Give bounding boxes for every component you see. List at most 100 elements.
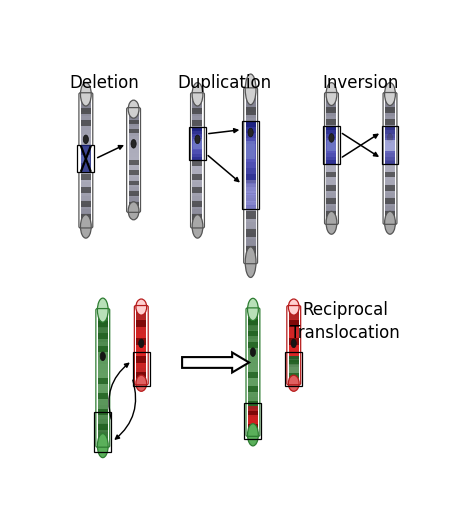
Bar: [81, 191, 91, 196]
Bar: [192, 178, 202, 183]
Bar: [137, 322, 146, 327]
Bar: [81, 164, 91, 167]
Bar: [385, 126, 395, 131]
Bar: [81, 165, 91, 169]
Bar: [192, 160, 202, 165]
Bar: [192, 222, 202, 227]
Bar: [137, 333, 146, 338]
Ellipse shape: [83, 135, 89, 144]
Bar: [289, 372, 299, 379]
Bar: [137, 356, 146, 363]
Bar: [246, 135, 255, 142]
Bar: [385, 198, 395, 204]
Bar: [137, 375, 146, 380]
Text: Duplication: Duplication: [177, 74, 272, 92]
Bar: [192, 187, 202, 192]
Bar: [128, 143, 138, 147]
Bar: [327, 153, 337, 157]
Bar: [81, 125, 91, 130]
Bar: [81, 108, 91, 114]
Bar: [327, 140, 336, 151]
Bar: [248, 400, 258, 406]
Bar: [128, 184, 138, 187]
Bar: [246, 199, 255, 205]
Bar: [128, 133, 138, 136]
Bar: [128, 191, 138, 196]
Bar: [192, 112, 202, 117]
Bar: [81, 139, 91, 143]
Bar: [385, 138, 395, 142]
Bar: [192, 144, 202, 148]
Bar: [192, 137, 202, 141]
Bar: [98, 409, 108, 415]
Bar: [385, 141, 395, 145]
Bar: [246, 239, 255, 245]
Bar: [246, 141, 255, 147]
Bar: [248, 359, 258, 364]
Bar: [192, 139, 202, 143]
Bar: [192, 200, 202, 205]
Bar: [192, 165, 202, 169]
Bar: [385, 180, 395, 185]
Bar: [385, 107, 395, 112]
Bar: [98, 321, 108, 327]
Bar: [385, 184, 395, 189]
Bar: [128, 181, 138, 184]
Bar: [327, 219, 337, 223]
Bar: [385, 160, 395, 165]
Bar: [327, 214, 337, 219]
Bar: [81, 153, 91, 157]
Bar: [289, 364, 299, 369]
Bar: [128, 109, 138, 114]
Bar: [81, 120, 91, 126]
Bar: [327, 141, 337, 146]
Bar: [192, 125, 202, 130]
Bar: [137, 326, 146, 330]
Bar: [385, 153, 395, 157]
Bar: [289, 371, 299, 374]
Bar: [385, 138, 395, 142]
Bar: [81, 169, 91, 174]
Bar: [192, 121, 202, 125]
Ellipse shape: [97, 434, 108, 458]
Bar: [327, 205, 337, 210]
Bar: [385, 119, 395, 125]
Bar: [128, 194, 138, 198]
Bar: [289, 341, 299, 346]
Bar: [81, 167, 91, 170]
Bar: [98, 418, 108, 423]
Bar: [128, 157, 138, 160]
Bar: [246, 113, 255, 118]
Ellipse shape: [195, 135, 200, 144]
Bar: [246, 233, 255, 239]
Bar: [248, 397, 258, 402]
Bar: [137, 357, 146, 361]
Bar: [246, 121, 255, 127]
Bar: [246, 95, 255, 101]
Bar: [137, 349, 146, 353]
Bar: [81, 155, 91, 163]
Bar: [248, 384, 258, 389]
Ellipse shape: [288, 375, 299, 391]
Bar: [385, 137, 395, 142]
Bar: [385, 130, 395, 134]
Bar: [248, 436, 258, 440]
Bar: [128, 204, 138, 208]
Bar: [289, 353, 299, 357]
Bar: [98, 346, 108, 351]
Bar: [98, 432, 108, 437]
Bar: [385, 94, 395, 99]
Bar: [385, 134, 395, 138]
Bar: [246, 123, 255, 131]
Bar: [98, 436, 108, 441]
Bar: [193, 139, 202, 149]
Bar: [327, 126, 337, 131]
Bar: [128, 187, 138, 191]
Ellipse shape: [81, 83, 91, 106]
Bar: [327, 150, 337, 155]
Bar: [385, 211, 395, 217]
Bar: [248, 423, 258, 426]
Ellipse shape: [100, 352, 105, 361]
Bar: [385, 116, 395, 120]
Bar: [98, 440, 108, 446]
